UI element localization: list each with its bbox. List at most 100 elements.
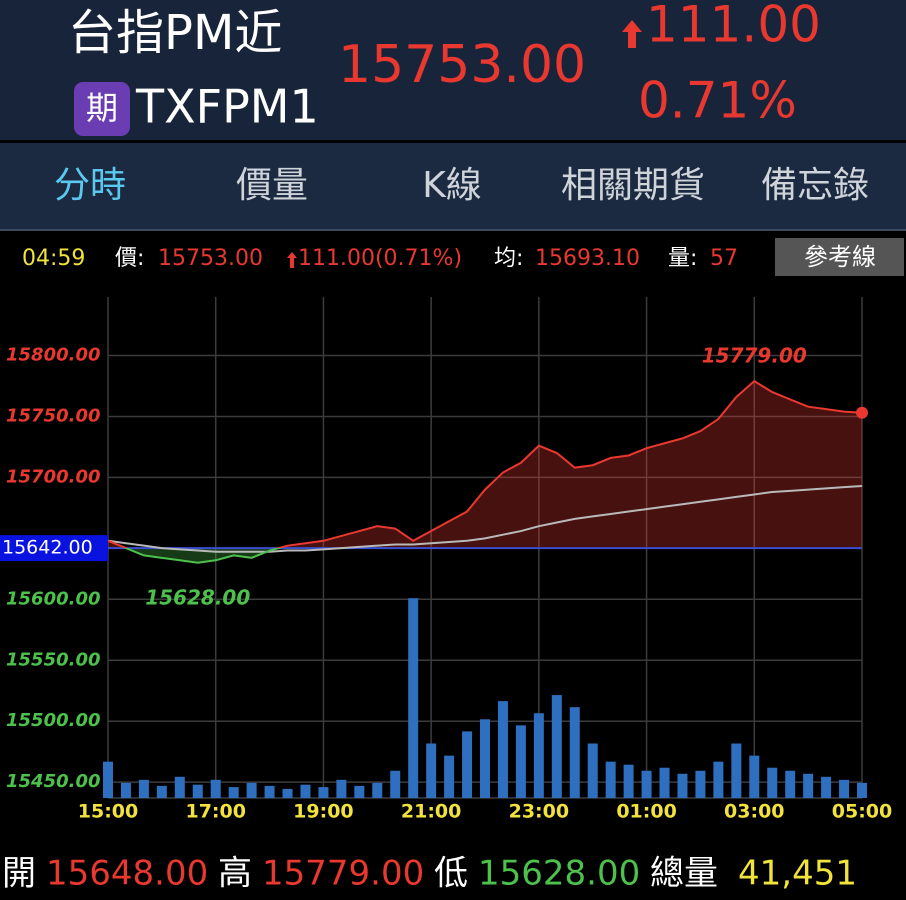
badge: 期 — [86, 89, 118, 127]
volume-bar — [641, 770, 652, 798]
y-tick-label: 15450.00 — [6, 771, 101, 792]
volume-bar — [533, 713, 544, 798]
info-price: 15753.00 — [158, 246, 263, 271]
volume-bar — [192, 784, 203, 798]
info-label: 價: — [115, 246, 144, 271]
header-bg — [0, 0, 906, 140]
volume-bar — [839, 779, 850, 798]
volume-bar — [731, 743, 742, 798]
volume-bar — [497, 701, 508, 798]
x-tick-label: 23:00 — [509, 801, 569, 823]
volume-bar — [120, 782, 131, 798]
title: 台指PM近 — [68, 5, 282, 61]
volume-bar — [623, 764, 634, 798]
change-pct: 0.71% — [638, 72, 797, 130]
tab-bar — [0, 143, 906, 230]
x-tick-label: 03:00 — [724, 801, 784, 823]
reference-label-bg — [0, 535, 108, 562]
y-tick-label: 15550.00 — [6, 649, 101, 670]
volume-bar — [426, 743, 437, 798]
info-time: 04:59 — [22, 246, 85, 271]
volume-bar — [156, 785, 167, 798]
volume-bar — [103, 761, 113, 798]
volume-bar — [372, 782, 383, 798]
average-line — [107, 484, 863, 553]
volume-bar — [462, 731, 473, 798]
footer-label: 低 — [434, 854, 468, 894]
up-arrow — [622, 20, 642, 48]
reference-button[interactable] — [775, 238, 904, 276]
volume-bar — [174, 776, 185, 798]
info-avg: 15693.10 — [535, 246, 640, 271]
info-label: 量: — [668, 246, 697, 271]
tab[interactable]: 價量 — [236, 165, 308, 206]
volume-bar — [767, 767, 778, 798]
x-tick-label: 19:00 — [293, 801, 353, 823]
volume-bar — [300, 784, 311, 798]
info-label: 均: — [494, 246, 523, 271]
footer-label: 總量 — [650, 854, 718, 894]
tab[interactable]: 相關期貨 — [561, 165, 705, 206]
badge-bg — [74, 82, 130, 136]
footer-total: 41,451 — [738, 854, 857, 894]
volume-bar — [857, 782, 867, 798]
volume-bar — [408, 598, 419, 798]
x-tick-label: 15:00 — [78, 801, 138, 823]
code: TXFPM1 — [135, 80, 319, 134]
volume-bar — [318, 787, 329, 798]
info-change: 111.00(0.71%) — [298, 246, 462, 271]
up-arrow — [287, 252, 297, 268]
price: 15753.00 — [338, 35, 586, 95]
x-tick-label: 01:00 — [616, 801, 676, 823]
volume-bar — [282, 788, 293, 798]
volume-bar — [605, 761, 616, 798]
last-price-dot — [856, 406, 868, 419]
volume-bar — [390, 770, 401, 798]
volume-bar — [677, 773, 688, 798]
y-tick-label: 15500.00 — [6, 710, 101, 731]
volume-bar — [444, 755, 455, 798]
y-tick-label: 15750.00 — [6, 405, 101, 426]
volume-bar — [246, 782, 257, 798]
tab[interactable]: K線 — [422, 165, 482, 206]
reference-button-label[interactable]: 參考線 — [804, 243, 876, 271]
info-volume: 57 — [710, 246, 738, 271]
volume-bar — [587, 743, 598, 798]
volume-bar — [336, 779, 347, 798]
x-tick-label: 05:00 — [832, 801, 892, 823]
footer-label: 開 — [2, 854, 36, 894]
footer-open: 15648.00 — [46, 854, 208, 894]
annotation: 15779.00 — [702, 344, 807, 368]
reference-label: 15642.00 — [2, 537, 93, 559]
volume-bar — [749, 755, 760, 798]
volume-bar — [803, 773, 814, 798]
volume-bar — [210, 779, 221, 798]
change: 111.00 — [646, 0, 821, 54]
x-tick-label: 21:00 — [401, 801, 461, 823]
price-line — [107, 379, 863, 564]
volume-bar — [551, 695, 562, 798]
volume-bar — [515, 725, 526, 798]
tab[interactable]: 分時 — [54, 165, 126, 206]
footer-high: 15779.00 — [262, 854, 424, 894]
footer-label: 高 — [218, 854, 252, 894]
volume-bar — [821, 776, 832, 798]
volume-bar — [713, 761, 724, 798]
y-tick-label: 15800.00 — [6, 345, 101, 366]
volume-bar — [480, 719, 490, 798]
volume-bar — [695, 770, 706, 798]
y-tick-label: 15600.00 — [6, 588, 101, 609]
volume-bar — [569, 707, 580, 798]
price-area — [108, 381, 862, 563]
volume-bar — [785, 770, 796, 798]
volume-bar — [228, 787, 239, 798]
volume-bar — [138, 779, 149, 798]
y-tick-label: 15700.00 — [6, 466, 101, 487]
footer-low: 15628.00 — [478, 854, 640, 894]
x-tick-label: 17:00 — [185, 801, 245, 823]
volume-bar — [659, 767, 670, 798]
volume-bar — [354, 785, 365, 798]
tab[interactable]: 備忘錄 — [761, 165, 869, 206]
volume-bar — [264, 785, 275, 798]
